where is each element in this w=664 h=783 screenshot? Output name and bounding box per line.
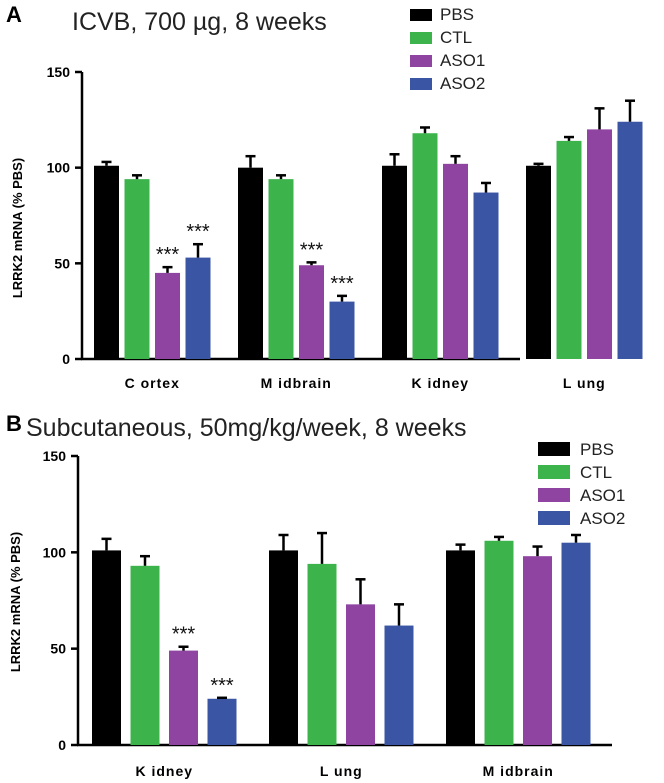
panel-a-bar-ctl: [556, 140, 582, 359]
panel-b-legend-swatch-pbs: [538, 442, 570, 456]
panel-b-bar-aso1: [169, 650, 198, 745]
panel-letter-a: A: [6, 2, 22, 27]
panel-b: B Subcutaneous, 50mg/kg/week, 8 weeks LR…: [6, 411, 625, 779]
panel-b-category-label: M idbrain: [483, 763, 554, 779]
panel-a-legend-label-aso1: ASO1: [440, 51, 485, 70]
panel-a-legend-swatch-ctl: [410, 32, 432, 44]
panel-b-bar-aso1: [346, 604, 375, 745]
panel-b-y-tick-label: 0: [58, 737, 66, 753]
panel-a-bar-ctl: [412, 133, 438, 359]
panel-a-bar-pbs: [526, 165, 551, 359]
panel-b-category-label: L ung: [320, 763, 363, 779]
panel-a-axes: 0 50 100 150 C ortex M idbrain K idney L ung: [47, 64, 606, 391]
panel-a-bar-pbs: [238, 167, 263, 359]
panel-a-bar-aso1: [587, 129, 612, 359]
panel-b-title: Subcutaneous, 50mg/kg/week, 8 weeks: [26, 414, 467, 442]
panel-a-bar-ctl: [124, 179, 150, 359]
panel-b-bar-ctl: [307, 563, 337, 745]
panel-b-y-axis-label: LRRK2 mRNA (% PBS): [8, 532, 23, 672]
panel-a-bar-aso1: [443, 163, 468, 359]
panel-b-legend-label-ctl: CTL: [580, 463, 612, 482]
panel-a-bars: *** *** *** ***: [94, 99, 643, 359]
panel-b-y-tick-label: 50: [50, 641, 66, 657]
panel-b-legend-label-aso2: ASO2: [580, 509, 625, 528]
panel-a-significance-label: ***: [300, 239, 324, 261]
panel-a-title: ICVB, 700 µg, 8 weeks: [72, 8, 327, 36]
panel-a-bar-pbs: [382, 165, 407, 359]
panel-a-bar-pbs: [94, 165, 119, 359]
panel-a-legend-label-pbs: PBS: [440, 5, 474, 24]
panel-a-significance-label: ***: [330, 273, 354, 295]
panel-a-y-axis-label: LRRK2 mRNA (% PBS): [10, 158, 25, 298]
panel-a-significance-label: ***: [186, 221, 210, 243]
panel-a-legend-label-ctl: CTL: [440, 28, 472, 47]
panel-b-bar-ctl: [484, 540, 514, 745]
panel-a-bar-aso2: [617, 121, 643, 359]
panel-b-bars: *** ***: [92, 531, 591, 745]
panel-b-legend-label-aso1: ASO1: [580, 486, 625, 505]
panel-b-significance-label: ***: [210, 675, 234, 697]
panel-a-bar-aso2: [329, 301, 355, 359]
panel-a-bar-aso2: [473, 192, 499, 359]
panel-a-legend-label-aso2: ASO2: [440, 74, 485, 93]
panel-a-y-tick-label: 150: [47, 64, 71, 80]
panel-b-bar-aso2: [561, 542, 591, 745]
panel-b-bar-pbs: [269, 550, 298, 745]
panel-a-bar-aso1: [299, 265, 324, 359]
panel-a-bar-aso2: [185, 257, 211, 359]
panel-a-legend: PBS CTL ASO1 ASO2: [410, 5, 485, 93]
panel-letter-b: B: [6, 411, 22, 436]
panel-b-y-tick-label: 100: [43, 544, 67, 560]
panel-b-bar-pbs: [446, 550, 475, 745]
panel-a-bar-ctl: [268, 179, 294, 359]
panel-a-y-tick-label: 0: [62, 351, 70, 367]
panel-b-legend-swatch-ctl: [538, 465, 570, 479]
panel-a-legend-swatch-pbs: [410, 9, 432, 21]
panel-a-significance-label: ***: [156, 244, 180, 266]
panel-a-category-label: M idbrain: [261, 375, 332, 391]
panel-a-y-tick-label: 100: [47, 160, 71, 176]
panel-a: A ICVB, 700 µg, 8 weeks LRRK2 mRNA (% PB…: [6, 2, 643, 391]
panel-b-category-label: K idney: [135, 763, 193, 779]
panel-a-y-tick-label: 50: [54, 255, 70, 271]
panel-b-bar-aso2: [207, 698, 237, 745]
panel-b-bar-aso1: [523, 556, 552, 745]
panel-b-legend-swatch-aso1: [538, 488, 570, 502]
panel-b-legend: PBS CTL ASO1 ASO2: [538, 440, 625, 528]
panel-b-legend-label-pbs: PBS: [580, 440, 614, 459]
panel-b-axes: 0 50 100 150 K idney L ung M idbrain: [43, 448, 612, 779]
panel-a-legend-swatch-aso2: [410, 78, 432, 90]
panel-b-legend-swatch-aso2: [538, 511, 570, 525]
panel-b-significance-label: ***: [172, 624, 196, 646]
panel-b-y-tick-label: 150: [43, 448, 67, 464]
panel-b-bar-aso2: [384, 625, 414, 745]
panel-a-category-label: K idney: [411, 375, 469, 391]
panel-b-bar-ctl: [130, 565, 160, 745]
panel-a-legend-swatch-aso1: [410, 55, 432, 67]
panel-a-bar-aso1: [155, 272, 180, 359]
panel-a-category-label: C ortex: [125, 375, 180, 391]
panel-b-bar-pbs: [92, 550, 121, 745]
panel-a-category-label: L ung: [563, 375, 606, 391]
